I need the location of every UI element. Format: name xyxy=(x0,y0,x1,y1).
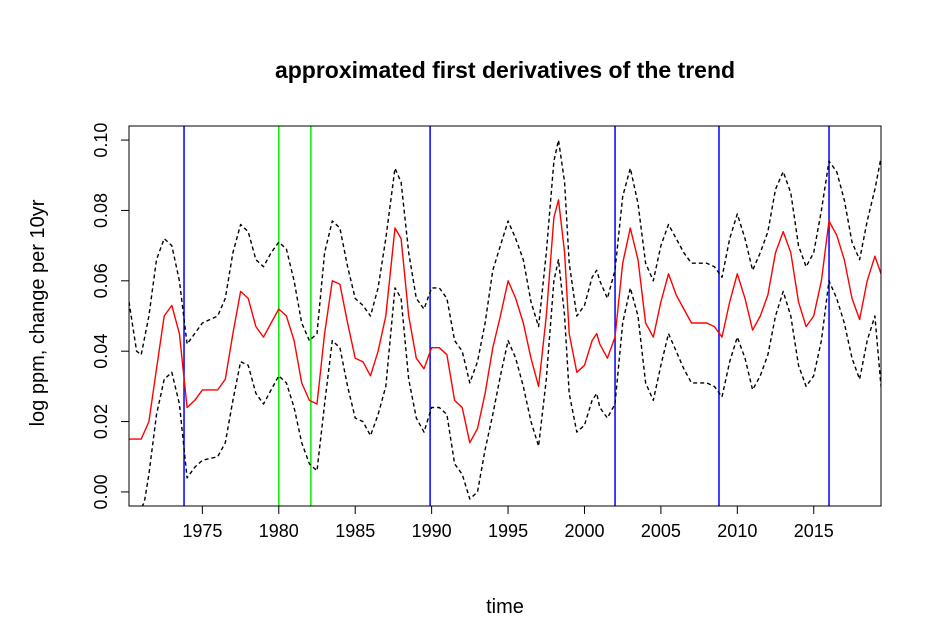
x-tick-label: 1990 xyxy=(412,521,452,541)
y-tick-label: 0.10 xyxy=(91,123,111,158)
y-tick-label: 0.06 xyxy=(91,263,111,298)
x-tick-label: 2015 xyxy=(794,521,834,541)
x-tick-label: 1985 xyxy=(335,521,375,541)
x-axis: 1975 1980 1985 1990 1995 2000 2005 2010 2015 xyxy=(182,505,834,541)
series-line-upper-band xyxy=(129,139,881,384)
y-tick-label: 0.02 xyxy=(91,404,111,439)
y-tick-label: 0.08 xyxy=(91,193,111,228)
x-axis-label: time xyxy=(486,596,524,618)
x-tick-label: 2000 xyxy=(564,521,604,541)
x-tick-label: 2005 xyxy=(641,521,681,541)
x-tick-label: 1980 xyxy=(259,521,299,541)
series-line-lower-band xyxy=(141,259,881,506)
y-axis: 0.00 0.02 0.04 0.06 0.08 0.10 xyxy=(91,123,130,509)
x-tick-label: 1975 xyxy=(182,521,222,541)
chart-title: approximated first derivatives of the tr… xyxy=(275,57,735,83)
x-tick-label: 2010 xyxy=(717,521,757,541)
y-tick-label: 0.00 xyxy=(91,474,111,509)
plot-frame xyxy=(128,125,882,507)
series-line-estimate xyxy=(129,199,881,444)
plot-area xyxy=(129,126,881,506)
y-axis-label: log ppm, change per 10yr xyxy=(27,199,49,426)
y-tick-label: 0.04 xyxy=(91,334,111,369)
x-tick-label: 1995 xyxy=(488,521,528,541)
